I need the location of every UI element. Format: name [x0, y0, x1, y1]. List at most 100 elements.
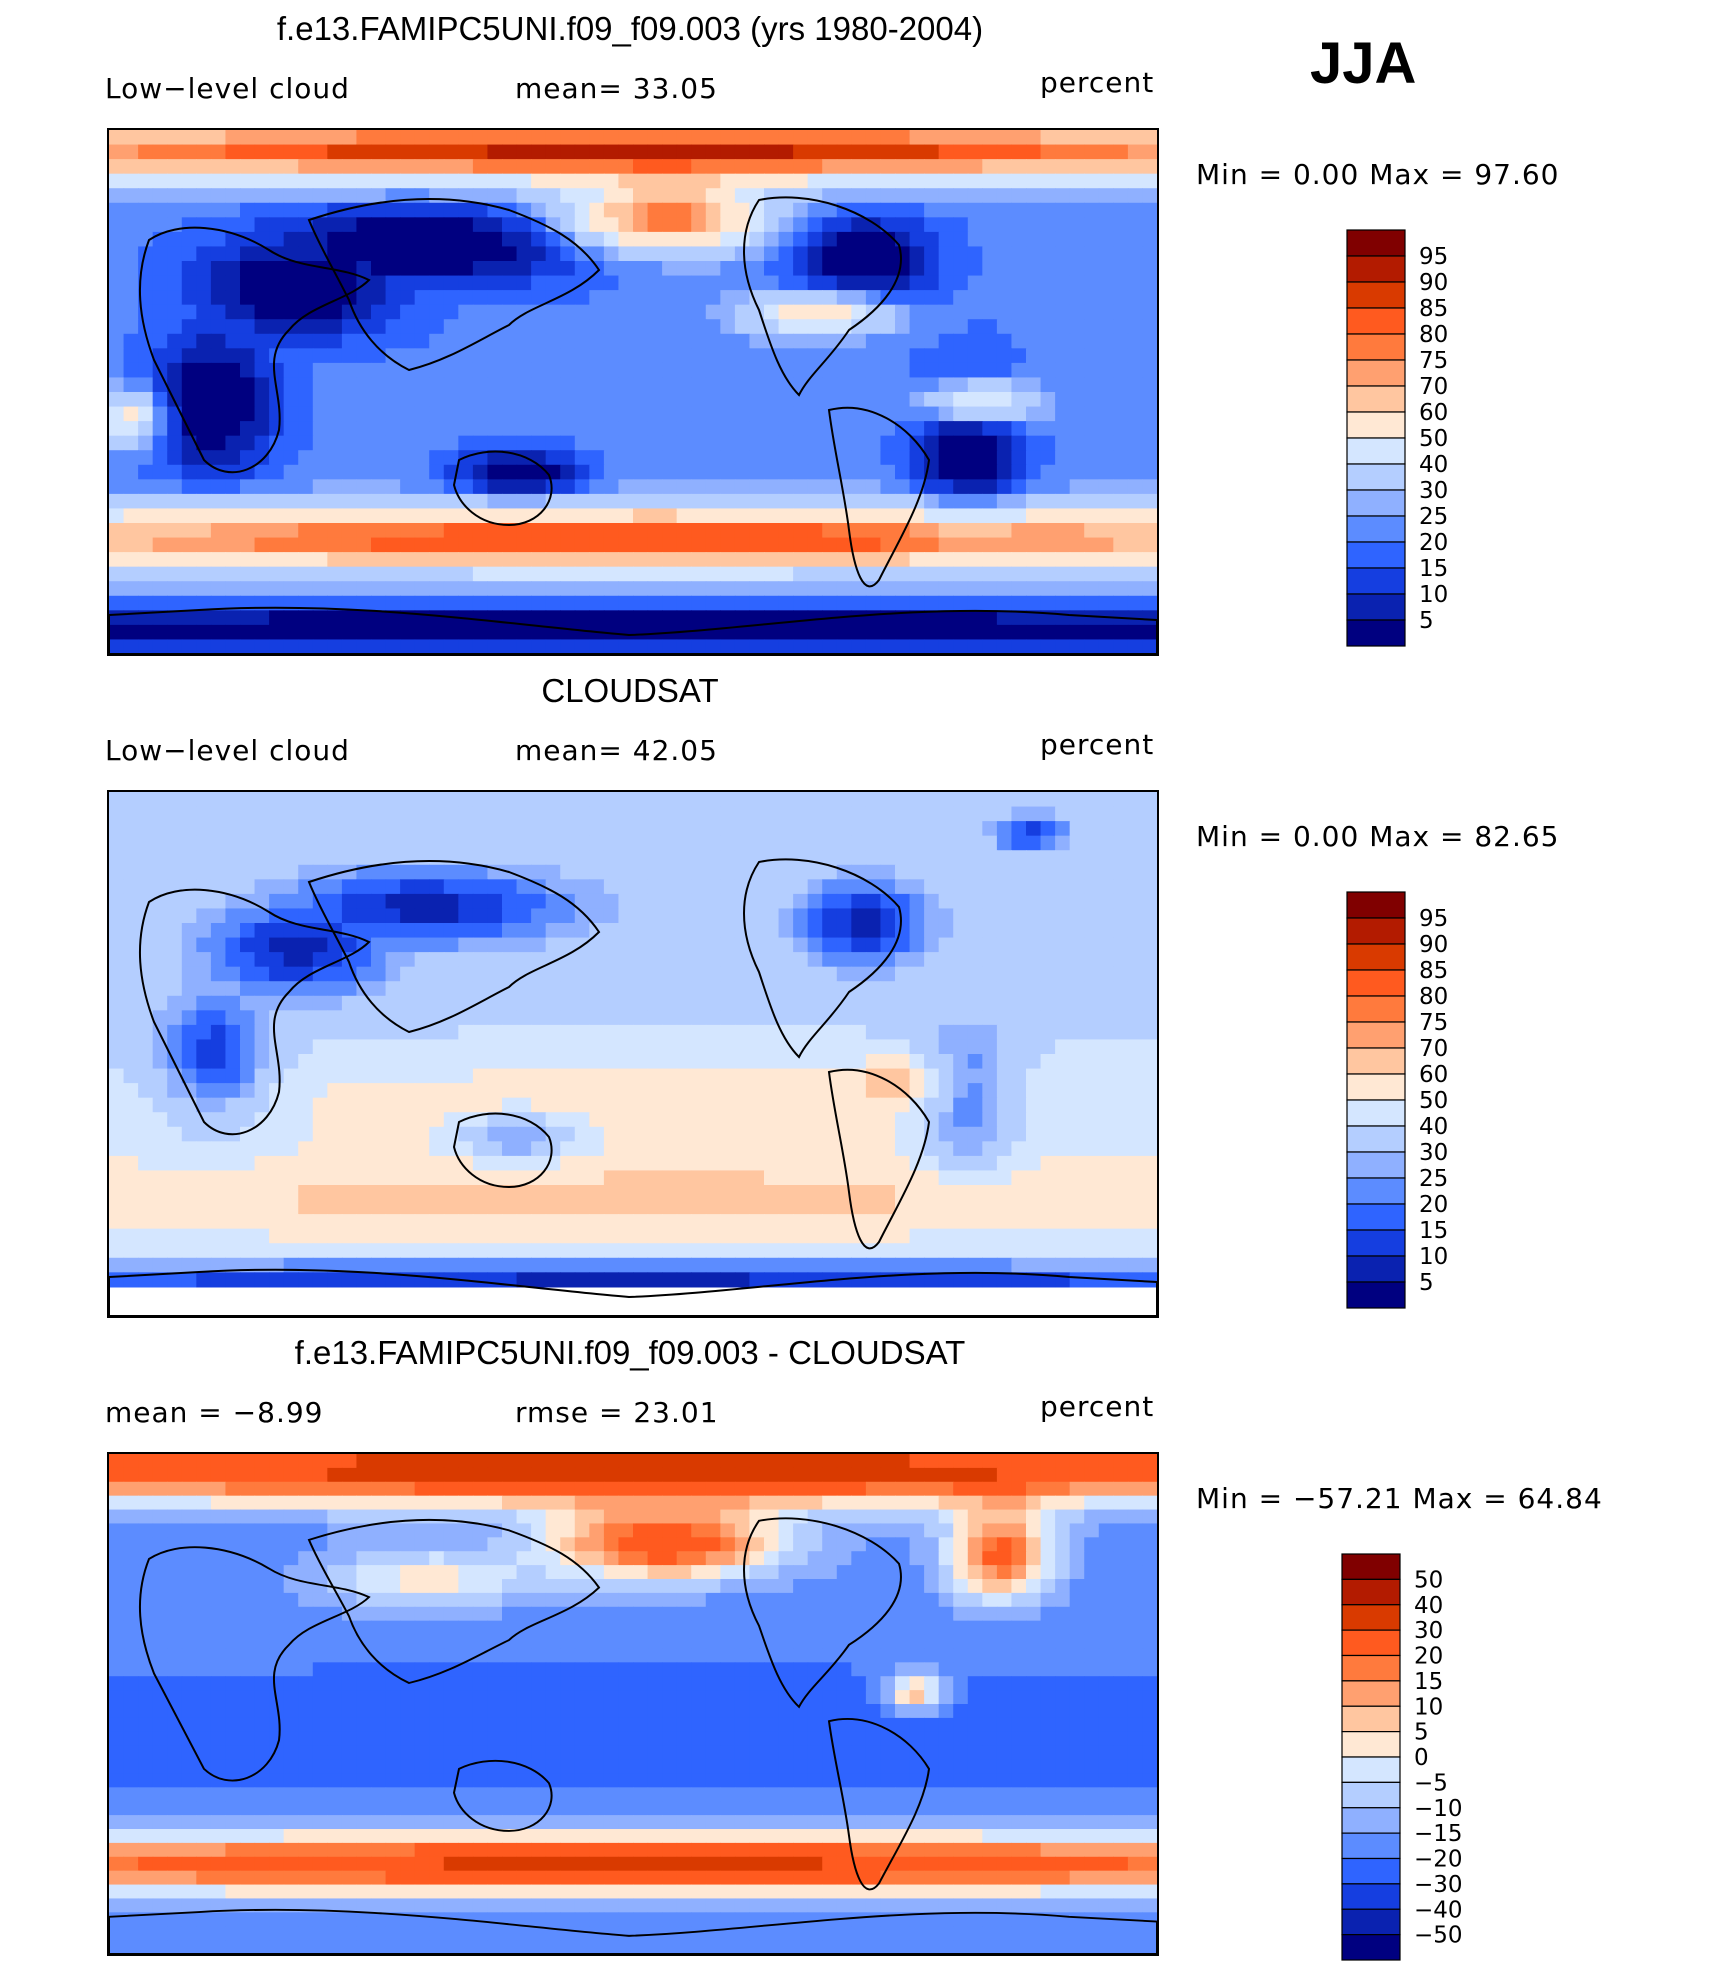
contour-cell — [647, 952, 663, 968]
contour-cell — [167, 275, 183, 291]
contour-cell — [1084, 406, 1100, 422]
contour-cell — [1142, 479, 1157, 495]
contour-cell — [691, 806, 707, 822]
contour-cell — [967, 566, 983, 582]
contour-cell — [1040, 406, 1056, 422]
contour-cell — [531, 493, 547, 510]
contour-cell — [458, 275, 474, 291]
contour-cell — [603, 595, 620, 611]
contour-cell — [924, 552, 940, 568]
contour-cell — [691, 864, 707, 880]
panel-1-map — [107, 128, 1159, 656]
contour-cell — [953, 1155, 969, 1172]
contour-cell — [865, 421, 882, 437]
contour-cell — [429, 159, 445, 175]
contour-cell — [196, 202, 212, 218]
contour-cell — [385, 333, 401, 349]
contour-cell — [502, 523, 518, 539]
contour-cell — [196, 275, 212, 291]
contour-cell — [603, 806, 620, 822]
contour-cell — [487, 1257, 503, 1273]
contour-cell — [356, 144, 372, 160]
contour-cell — [720, 508, 736, 524]
contour-cell — [312, 610, 328, 626]
contour-cell — [502, 995, 518, 1011]
contour-cell — [938, 275, 954, 291]
contour-cell — [589, 392, 605, 408]
contour-cell — [225, 595, 241, 611]
contour-cell — [691, 1228, 707, 1244]
contour-cell — [385, 923, 401, 939]
contour-cell — [880, 864, 896, 880]
contour-cell — [764, 821, 780, 837]
contour-cell — [647, 421, 663, 437]
contour-cell — [196, 1024, 212, 1041]
contour-cell — [996, 188, 1013, 204]
contour-cell — [167, 348, 183, 364]
contour-cell — [138, 821, 154, 837]
contour-cell — [764, 1097, 780, 1113]
contour-cell — [545, 421, 561, 437]
contour-cell — [1011, 159, 1027, 175]
panel-1-colorbar: 95 90 85 80 75 70 60 50 40 30 25 20 15 10 5 — [1345, 228, 1465, 648]
contour-cell — [545, 479, 561, 495]
contour-cell — [953, 479, 969, 495]
contour-cell — [938, 1228, 954, 1244]
contour-cell — [181, 392, 197, 408]
contour-cell — [167, 610, 183, 626]
contour-cell — [967, 1228, 983, 1244]
contour-cell — [371, 493, 387, 510]
contour-cell — [181, 537, 197, 553]
contour-cell — [982, 1141, 998, 1157]
contour-cell — [807, 806, 823, 822]
contour-cell — [982, 159, 998, 175]
contour-cell — [487, 217, 503, 233]
contour-cell — [822, 188, 838, 204]
contour-cell — [880, 493, 896, 510]
contour-cell — [1011, 464, 1027, 480]
contour-cell — [385, 1170, 401, 1186]
contour-cell — [1113, 435, 1129, 451]
contour-cell — [603, 1257, 620, 1273]
contour-cell — [458, 130, 474, 146]
contour-cell — [327, 1068, 343, 1084]
contour-cell — [560, 464, 576, 480]
contour-cell — [720, 850, 736, 866]
contour-cell — [996, 464, 1013, 480]
contour-cell — [865, 1054, 882, 1070]
contour-cell — [327, 130, 343, 146]
contour-cell — [662, 821, 678, 837]
contour-cell — [836, 595, 852, 611]
contour-cell — [225, 864, 241, 880]
contour-cell — [1040, 835, 1056, 851]
contour-cell — [109, 981, 125, 997]
contour-cell — [836, 981, 852, 997]
contour-cell — [298, 130, 314, 146]
contour-cell — [545, 1112, 561, 1128]
contour-cell — [691, 821, 707, 837]
contour-cell — [705, 552, 721, 568]
contour-cell — [1113, 566, 1129, 582]
contour-cell — [356, 188, 372, 204]
contour-cell — [996, 493, 1013, 510]
contour-cell — [371, 864, 387, 880]
contour-cell — [851, 333, 867, 349]
contour-cell — [1026, 1039, 1042, 1055]
contour-cell — [458, 1083, 474, 1099]
contour-cell — [633, 864, 649, 880]
contour-cell — [938, 537, 954, 553]
contour-cell — [603, 1243, 620, 1259]
contour-cell — [676, 1112, 692, 1128]
contour-cell — [545, 850, 561, 866]
contour-cell — [210, 144, 227, 160]
contour-cell — [618, 850, 634, 866]
contour-cell — [400, 290, 416, 306]
contour-cell — [982, 610, 998, 626]
contour-cell — [1098, 552, 1114, 568]
contour-cell — [356, 908, 372, 924]
contour-cell — [909, 333, 925, 349]
contour-cell — [545, 275, 561, 291]
contour-cell — [953, 864, 969, 880]
contour-cell — [458, 1228, 474, 1244]
contour-cell — [633, 966, 649, 982]
